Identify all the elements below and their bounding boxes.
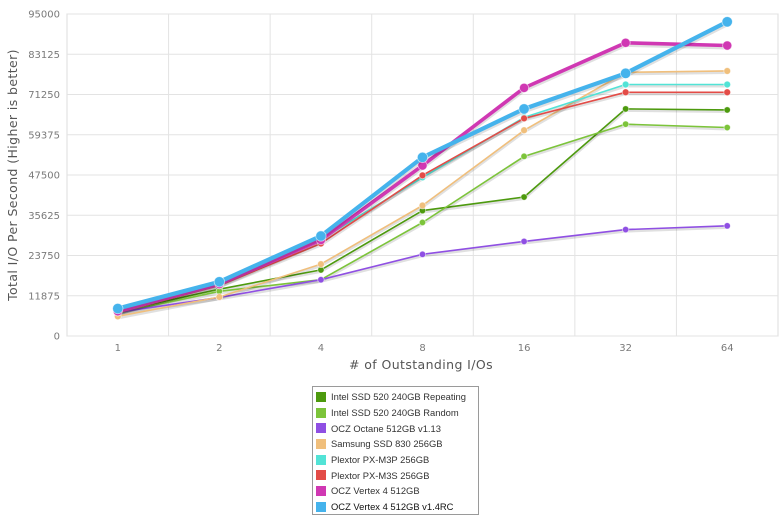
chart-legend: Intel SSD 520 240GB Repeating Intel SSD 5… (312, 386, 479, 515)
data-point (418, 201, 427, 210)
x-tick-label: 1 (115, 343, 121, 354)
legend-item: OCZ Vertex 4 512GB v1.4RC (316, 499, 478, 515)
data-point (621, 88, 630, 97)
x-tick-label: 2 (216, 343, 222, 354)
legend-swatch (316, 391, 326, 402)
x-tick-label: 8 (419, 343, 425, 354)
legend-label: Intel SSD 520 240GB Repeating (331, 391, 466, 403)
data-point (723, 67, 732, 75)
x-tick-label: 32 (619, 343, 632, 354)
legend-label: OCZ Vertex 4 512GB (331, 485, 420, 497)
x-tick-label: 4 (318, 343, 324, 354)
chart-grid (66, 13, 779, 337)
data-point (315, 230, 327, 242)
legend-item: Plextor PX-M3P 256GB (316, 452, 478, 468)
data-point (723, 88, 732, 97)
legend-swatch (316, 423, 326, 434)
legend-swatch (316, 407, 326, 418)
y-tick-label: 71250 (28, 90, 60, 101)
legend-item: Samsung SSD 830 256GB (316, 436, 478, 452)
data-point (621, 80, 630, 89)
legend-swatch (316, 438, 326, 449)
legend-label: Plextor PX-M3P 256GB (331, 454, 430, 466)
legend-item: OCZ Vertex 4 512GB (316, 483, 478, 499)
data-point (520, 114, 528, 123)
data-point (520, 152, 528, 160)
legend-label: Plextor PX-M3S 256GB (331, 469, 430, 481)
legend-label: OCZ Octane 512GB v1.13 (331, 422, 441, 434)
data-point (622, 120, 630, 128)
legend-swatch (316, 485, 326, 496)
series-shadow (117, 84, 728, 315)
data-point (520, 126, 528, 135)
y-tick-label: 35625 (28, 211, 60, 222)
data-point (723, 80, 732, 89)
data-point (215, 293, 224, 301)
legend-item: Plextor PX-M3S 256GB (316, 467, 478, 483)
legend-label: Samsung SSD 830 256GB (331, 438, 443, 450)
data-point (317, 276, 325, 284)
y-tick-label: 83125 (28, 50, 60, 61)
chart-series (112, 16, 733, 321)
y-axis-ticks: 0 11875 23750 35625 47500 59375 71250 83125 9500… (28, 10, 60, 343)
data-point (520, 237, 528, 246)
data-point (722, 40, 733, 51)
data-point (418, 218, 427, 227)
series-5 (113, 80, 732, 316)
legend-swatch (316, 454, 326, 465)
legend-swatch (316, 501, 326, 512)
x-axis-title: # of Outstanding I/Os (349, 357, 493, 372)
data-point (112, 302, 124, 315)
data-point (721, 16, 733, 28)
data-point (519, 82, 530, 93)
x-axis-ticks: 1 2 4 8 16 32 64 (115, 343, 734, 354)
data-point (418, 250, 427, 258)
data-point (622, 225, 630, 234)
y-tick-label: 0 (54, 332, 60, 343)
line-chart: 0 11875 23750 35625 47500 59375 71250 83125 9500… (5, 10, 779, 372)
legend-item: OCZ Octane 512GB v1.13 (316, 420, 478, 436)
data-point (518, 103, 530, 115)
legend-label: OCZ Vertex 4 512GB v1.4RC (331, 501, 454, 513)
series-8 (112, 16, 733, 315)
series-4 (113, 67, 732, 321)
data-point (213, 276, 225, 288)
data-point (416, 151, 429, 163)
data-point (723, 222, 731, 230)
data-point (317, 260, 325, 268)
y-tick-label: 47500 (28, 171, 60, 182)
series-line (117, 83, 728, 313)
data-point (520, 193, 528, 201)
legend-label: Intel SSD 520 240GB Random (331, 407, 459, 419)
data-point (620, 37, 631, 48)
y-tick-label: 23750 (28, 251, 60, 262)
data-point (620, 67, 632, 79)
data-point (622, 105, 630, 113)
x-tick-label: 16 (518, 343, 531, 354)
data-point (418, 171, 427, 180)
series-line (117, 70, 728, 318)
y-tick-label: 11875 (28, 291, 60, 302)
legend-item: Intel SSD 520 240GB Repeating (316, 389, 478, 405)
y-tick-label: 59375 (28, 130, 60, 141)
series-2 (114, 120, 731, 317)
y-tick-label: 95000 (28, 10, 60, 21)
legend-item: Intel SSD 520 240GB Random (316, 405, 478, 421)
legend-swatch (316, 470, 326, 481)
data-point (723, 123, 731, 132)
x-tick-label: 64 (721, 343, 734, 354)
data-point (723, 106, 731, 114)
y-axis-title: Total I/O Per Second (Higher is better) (5, 49, 20, 302)
